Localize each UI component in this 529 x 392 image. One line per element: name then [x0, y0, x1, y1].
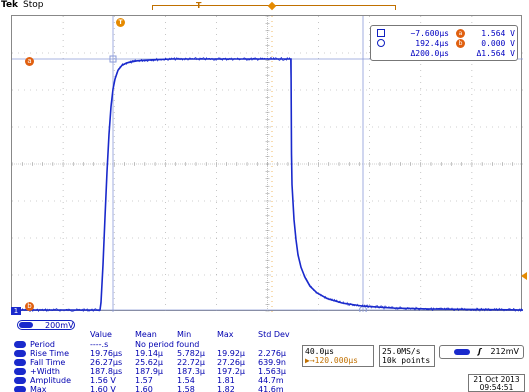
ch1-waveform-noise	[11, 56, 523, 313]
square-cursor-icon	[377, 29, 385, 37]
ch1-scale-readout[interactable]: 200mV	[17, 320, 75, 330]
status-bar: Tek Stop T	[0, 0, 529, 15]
horizontal-readout[interactable]: 40.0µs ▶→120.000µs	[302, 345, 374, 367]
sample-rate: 25.0MS/s	[382, 347, 421, 356]
cursor-a-level-marker[interactable]: a	[25, 57, 34, 66]
measurement-min: 1.54	[177, 376, 195, 385]
measurement-value: 1.60 V	[90, 385, 116, 392]
cursor-b-row: 192.4µs b 0.000 V	[371, 39, 519, 49]
measurement-min: 187.3µ	[177, 367, 205, 376]
cursor-a-row: −7.600µs a 1.564 V	[371, 29, 519, 39]
measurement-min: 5.782µ	[177, 349, 205, 358]
measurement-table: Value Mean Min Max Std Dev Period ----.s N…	[11, 330, 299, 392]
horizontal-delay: ▶→120.000µs	[305, 356, 371, 365]
run-state-indicator[interactable]: Stop	[23, 0, 44, 10]
measurement-row[interactable]: +Width 187.8µs 187.9µ 187.3µ 197.2µ 1.563µ	[11, 367, 299, 377]
time: 09:54:51	[479, 383, 514, 392]
col-header-min: Min	[177, 330, 192, 339]
measurement-name: Rise Time	[30, 349, 69, 358]
col-header-max: Max	[217, 330, 234, 339]
ch1-source-icon	[14, 377, 26, 384]
cursor-a-handle	[109, 55, 117, 63]
measurement-min: 22.72µ	[177, 358, 205, 367]
cursor-delta-row: Δ200.0µs Δ1.564 V	[371, 49, 519, 59]
measurement-row[interactable]: Fall Time 26.27µs 25.62µ 22.72µ 27.26µ 639.9n	[11, 358, 299, 368]
measurement-mean: 19.14µ	[135, 349, 163, 358]
ch1-source-icon	[14, 386, 26, 392]
cursor-delta-time: Δ200.0µs	[410, 49, 449, 58]
measurement-row[interactable]: Period ----.s No period found	[11, 340, 299, 350]
cursor-b-level-marker[interactable]: b	[25, 302, 34, 311]
cursor-b-voltage: 0.000 V	[481, 39, 515, 48]
grid-lines	[11, 15, 523, 313]
cursor-a-badge: a	[456, 29, 465, 38]
measurement-max: 1.81	[217, 376, 235, 385]
col-header-std: Std Dev	[258, 330, 290, 339]
cursor-b-badge: b	[456, 39, 465, 48]
measurement-name: Period	[30, 340, 55, 349]
ch1-source-icon	[14, 341, 26, 348]
trigger-level: 212mV	[490, 347, 519, 356]
horizontal-scale: 40.0µs	[305, 347, 334, 356]
ch1-source-icon	[14, 350, 26, 357]
measurement-std: 639.9n	[258, 358, 286, 367]
measurement-max: 27.26µ	[217, 358, 245, 367]
measurement-std: 2.276µ	[258, 349, 286, 358]
measurement-mean: 25.62µ	[135, 358, 163, 367]
record-length: 10k points	[382, 356, 431, 365]
cursor-b-time: 192.4µs	[415, 39, 449, 48]
graticule	[11, 15, 524, 314]
trigger-position-marker: T	[196, 1, 202, 10]
col-header-mean: Mean	[135, 330, 157, 339]
date-time: 21 Oct 2013 09:54:51	[468, 374, 525, 392]
trigger-slope-icon: ʃ	[478, 347, 482, 356]
ch1-ground-label: 1	[13, 307, 19, 315]
ch1-source-icon	[14, 359, 26, 366]
measurement-value: 1.56 V	[90, 376, 116, 385]
measurement-name: Amplitude	[30, 376, 71, 385]
brand-logo: Tek	[1, 0, 19, 10]
ch1-scale: 200mV	[45, 321, 74, 330]
trigger-level-marker[interactable]	[521, 272, 527, 280]
cursor-a-label: a	[27, 57, 32, 65]
ch1-ground-marker[interactable]: 1	[11, 307, 21, 315]
trigger-marker-label: T	[118, 19, 123, 26]
ch1-indicator-icon	[19, 322, 33, 328]
trigger-point-marker[interactable]: T	[116, 18, 125, 27]
measurement-mean: 1.57	[135, 376, 153, 385]
cursor-a-voltage: 1.564 V	[481, 29, 515, 38]
cursor-delta-voltage: Δ1.564 V	[476, 49, 515, 58]
acquisition-readout[interactable]: 25.0MS/s 10k points	[379, 345, 435, 367]
cursor-readout[interactable]: −7.600µs a 1.564 V 192.4µs b 0.000 V Δ20…	[370, 25, 518, 61]
measurement-value: 187.8µs	[90, 367, 123, 376]
measurement-std: 1.563µ	[258, 367, 286, 376]
measurement-mean: 1.60	[135, 385, 153, 392]
measurement-mean: No period found	[135, 340, 200, 349]
trigger-readout[interactable]: ʃ 212mV	[439, 345, 524, 359]
measurement-max: 19.92µ	[217, 349, 245, 358]
measurement-name: Fall Time	[30, 358, 66, 367]
measurement-row[interactable]: Max 1.60 V 1.60 1.58 1.82 41.6m	[11, 385, 299, 392]
measurement-name: Max	[30, 385, 47, 392]
col-header-value: Value	[90, 330, 112, 339]
measurement-row[interactable]: Amplitude 1.56 V 1.57 1.54 1.81 44.7m	[11, 376, 299, 386]
cursor-b-label: b	[27, 302, 32, 310]
measurement-max: 197.2µ	[217, 367, 245, 376]
measurement-value: 26.27µs	[90, 358, 123, 367]
measurement-std: 44.7m	[258, 376, 284, 385]
measurement-mean: 187.9µ	[135, 367, 163, 376]
measurement-max: 1.82	[217, 385, 235, 392]
circle-cursor-icon	[377, 39, 385, 47]
measurement-value: ----.s	[90, 340, 109, 349]
measurement-name: +Width	[30, 367, 60, 376]
cursor-a-time: −7.600µs	[410, 29, 449, 38]
date: 21 Oct 2013	[473, 375, 520, 384]
measurement-row[interactable]: Rise Time 19.76µs 19.14µ 5.782µ 19.92µ 2.276µ	[11, 349, 299, 359]
delay-text: ▶→120.000µs	[305, 356, 358, 365]
trigger-source-icon	[454, 349, 470, 355]
measurement-value: 19.76µs	[90, 349, 123, 358]
measurement-min: 1.58	[177, 385, 195, 392]
ch1-source-icon	[14, 368, 26, 375]
measurement-std: 41.6m	[258, 385, 284, 392]
